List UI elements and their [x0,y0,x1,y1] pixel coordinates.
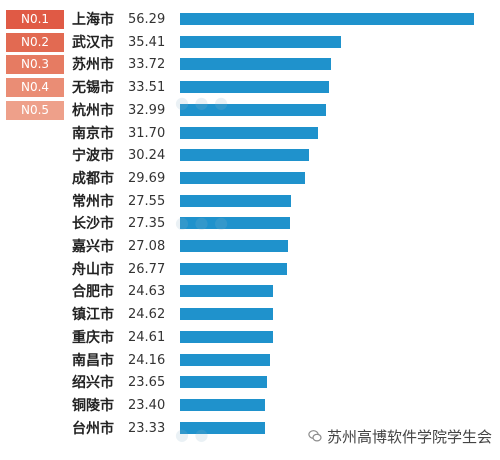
chart-row: N0.4 无锡市 33.51 [0,78,500,98]
category-label: 舟山市 [72,261,114,278]
value-label: 32.99 [128,102,166,118]
chart-row: 铜陵市 23.40 [0,396,500,416]
category-label: 镇江市 [72,307,114,324]
value-label: 24.16 [128,352,166,368]
category-label: 无锡市 [72,80,114,97]
bar [180,81,330,94]
bar [180,217,291,230]
footer-label: 苏州高博软件学院学生会 [326,427,492,446]
chart-row: 舟山市 26.77 [0,260,500,280]
category-label: 杭州市 [72,102,114,119]
bar [180,13,474,25]
rank-badge: N0.1 [6,10,64,29]
chart-row: 南京市 31.70 [0,124,500,144]
bar [180,171,306,184]
value-label: 56.29 [128,12,166,27]
rank-badge: N0.2 [6,32,64,52]
value-label: 23.65 [128,375,166,391]
value-label: 35.41 [128,34,166,50]
chart-row: 南昌市 24.16 [0,351,500,371]
chart-row: N0.3 苏州市 33.72 [0,55,500,75]
chart-row: 宁波市 30.24 [0,146,500,166]
value-label: 27.35 [128,216,166,232]
chart-row: N0.5 杭州市 32.99 [0,100,500,121]
footer-credit: 苏州高博软件学院学生会 [307,423,492,449]
value-label: 27.08 [128,239,166,254]
value-label: 27.55 [128,193,166,209]
chart-row: 合肥市 24.63 [0,282,500,302]
value-label: 24.62 [128,307,166,323]
value-label: 30.24 [128,148,166,164]
watermark: ● ● ● [175,213,229,232]
value-label: 29.69 [128,170,166,186]
bar [180,126,318,139]
category-label: 合肥市 [72,284,114,301]
category-label: 成都市 [72,170,114,187]
bar [180,285,273,298]
bar [180,376,267,389]
category-label: 台州市 [72,420,114,437]
chart-row: N0.2 武汉市 35.41 [0,32,500,53]
chart-row: 绍兴市 23.65 [0,373,500,393]
category-label: 武汉市 [72,34,114,51]
value-label: 24.61 [128,329,166,345]
chart-row: 成都市 29.69 [0,169,500,189]
bar [180,421,265,434]
category-label: 南昌市 [72,352,114,369]
value-label: 31.70 [128,125,166,141]
category-label: 常州市 [72,193,114,210]
bar [180,58,331,71]
watermark: ● ● ● [175,93,229,112]
chart-row: 镇江市 24.62 [0,305,500,325]
category-label: 南京市 [72,125,114,142]
chart-row: 重庆市 24.61 [0,328,500,348]
category-label: 上海市 [72,12,114,28]
category-label: 苏州市 [72,57,114,74]
watermark: ● ● [175,425,209,444]
bar [180,149,309,162]
value-label: 33.51 [128,80,166,96]
chart-row: 常州市 27.55 [0,192,500,212]
category-label: 长沙市 [72,216,114,233]
category-label: 铜陵市 [72,397,114,414]
bar [180,308,273,321]
bar [180,353,270,366]
rank-badge: N0.5 [6,100,64,120]
bar [180,398,266,411]
rank-badge: N0.4 [6,78,64,98]
value-label: 23.40 [128,397,166,413]
category-label: 宁波市 [72,148,114,165]
chart-row: 台州市 23.33 [0,419,500,439]
category-label: 嘉兴市 [72,239,114,255]
value-label: 33.72 [128,57,166,73]
bar [180,35,342,48]
bar [180,194,292,207]
rank-badge: N0.3 [6,55,64,75]
chart-row: N0.1 上海市 56.29 [0,10,500,30]
value-label: 26.77 [128,261,166,277]
category-label: 绍兴市 [72,375,114,392]
bar [180,103,326,116]
wechat-icon [308,429,322,443]
chart-row: 长沙市 27.35 [0,214,500,234]
bar [180,262,287,275]
category-label: 重庆市 [72,329,114,346]
value-label: 23.33 [128,420,166,436]
chart-row: 嘉兴市 27.08 [0,237,500,257]
bar [180,240,289,252]
bar [180,330,273,343]
value-label: 24.63 [128,284,166,300]
